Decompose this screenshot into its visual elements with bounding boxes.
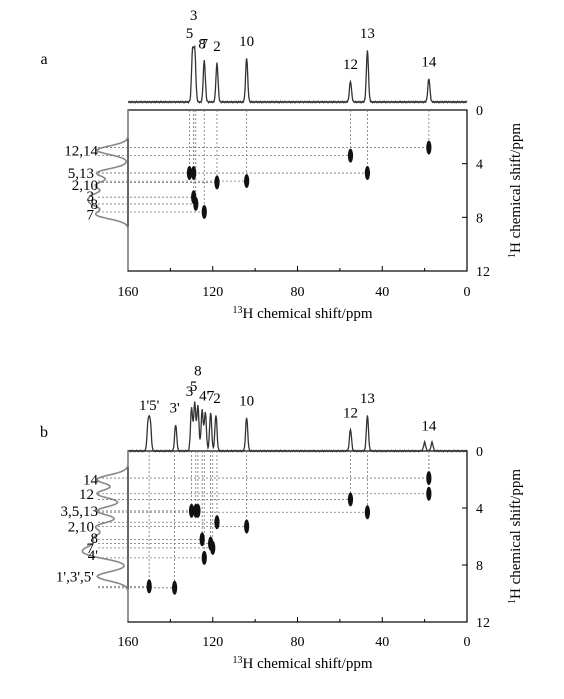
x-tick-label: 40 (375, 635, 389, 650)
x-axis-title: 13H chemical shift/ppm (233, 305, 373, 322)
top-peak-label: 3' (170, 401, 181, 417)
x-tick-label: 160 (118, 635, 139, 650)
left-peak-label: 8 (91, 197, 99, 213)
top-peak-label: 14 (421, 55, 437, 71)
left-peak-label: 7 (87, 541, 95, 557)
y-axis-title-sup: 1 (507, 253, 518, 258)
cross-peak (244, 174, 250, 189)
left-proton-spectrum (81, 451, 129, 622)
x-axis-title-text: H chemical shift/ppm (243, 306, 373, 322)
left-peak-label: 4' (88, 548, 99, 564)
x-axis-title: 13H chemical shift/ppm (233, 655, 373, 672)
left-peak-label: 14 (83, 473, 99, 489)
top-peak-label: 13 (360, 391, 375, 407)
y-tick-label: 8 (476, 211, 483, 226)
top-peak-label: 12 (343, 57, 358, 73)
x-tick-label: 160 (118, 285, 139, 300)
top-peak-label: 4' (199, 389, 210, 405)
y-tick-label: 12 (476, 616, 490, 631)
top-peak-label: 5 (190, 379, 198, 395)
panel-label: a (40, 51, 47, 68)
y-axis-title: 1H chemical shift/ppm (507, 123, 524, 258)
top-peak-label: 2 (213, 39, 221, 55)
top-peak-label: 2 (213, 391, 221, 407)
cross-peak (195, 503, 201, 518)
y-tick-label: 8 (476, 559, 483, 574)
left-peak-label: 2,10 (68, 520, 94, 536)
top-carbon-spectrum (127, 401, 468, 453)
cross-peak (426, 471, 432, 486)
cross-peak (201, 204, 207, 219)
left-peak-label: 3 (87, 189, 95, 205)
cross-peak (347, 492, 354, 507)
cross-peak (364, 505, 371, 520)
y-axis-title-text: H chemical shift/ppm (508, 469, 524, 599)
top-carbon-spectrum (127, 44, 468, 104)
y-axis-title-sup: 1 (507, 599, 518, 604)
left-peak-label: 12,14 (64, 143, 98, 159)
cross-peak (186, 166, 193, 181)
cross-peak (172, 580, 178, 595)
plot-frame (127, 109, 468, 272)
top-peak-label: 1'5' (139, 398, 160, 414)
cross-peak (188, 503, 195, 518)
x-tick-label: 0 (464, 285, 471, 300)
x-axis-title-sup: 13 (233, 305, 243, 316)
y-tick-label: 4 (476, 158, 483, 173)
y-tick-label: 4 (476, 502, 483, 517)
y-tick-label: 0 (476, 104, 483, 119)
top-peak-label: 10 (239, 393, 254, 409)
cross-peak (199, 532, 205, 547)
cross-peak (146, 579, 152, 594)
top-peak-label: 7 (207, 389, 215, 405)
left-peak-label: 2,10 (72, 178, 98, 194)
y-axis-title: 1H chemical shift/ppm (507, 469, 524, 604)
cross-peak (193, 196, 199, 211)
x-tick-label: 80 (291, 635, 305, 650)
cross-peak (347, 148, 354, 163)
left-peak-label: 1',3',5' (56, 569, 94, 585)
y-axis-title-text: H chemical shift/ppm (508, 123, 524, 253)
cross-peak (364, 166, 371, 181)
left-proton-spectrum (87, 110, 129, 271)
top-peak-label: 3 (190, 8, 198, 24)
cross-peak (214, 515, 220, 530)
cross-peak (426, 486, 432, 501)
cross-peak (191, 166, 197, 181)
cross-peak (214, 175, 220, 190)
cross-peak (244, 519, 250, 534)
panel-label: b (40, 424, 48, 441)
x-tick-label: 0 (464, 635, 471, 650)
x-tick-label: 80 (291, 285, 305, 300)
top-peak-label: 8 (198, 36, 206, 52)
left-peak-label: 5,13 (68, 166, 94, 182)
top-peak-label: 3 (186, 384, 194, 400)
y-tick-label: 12 (476, 265, 490, 280)
left-peak-label: 3,5,13 (61, 504, 99, 520)
x-axis-title-sup: 13 (233, 655, 243, 666)
left-peak-label: 7 (87, 208, 95, 224)
top-peak-label: 10 (239, 34, 254, 50)
x-tick-label: 120 (202, 285, 223, 300)
top-peak-label: 7 (201, 36, 209, 52)
left-peak-label: 8 (91, 531, 99, 547)
cross-peak (210, 540, 216, 555)
x-axis-title-text: H chemical shift/ppm (243, 656, 373, 672)
top-peak-label: 12 (343, 405, 358, 421)
x-tick-label: 120 (202, 635, 223, 650)
top-peak-label: 8 (194, 363, 202, 379)
x-tick-label: 40 (375, 285, 389, 300)
plot-frame (127, 450, 468, 623)
left-peak-label: 12 (79, 487, 94, 503)
y-tick-label: 0 (476, 445, 483, 460)
cross-peak (201, 550, 207, 565)
top-peak-label: 5 (186, 26, 194, 42)
top-peak-label: 14 (421, 418, 437, 434)
cross-peak (426, 140, 432, 155)
top-peak-label: 13 (360, 26, 375, 42)
